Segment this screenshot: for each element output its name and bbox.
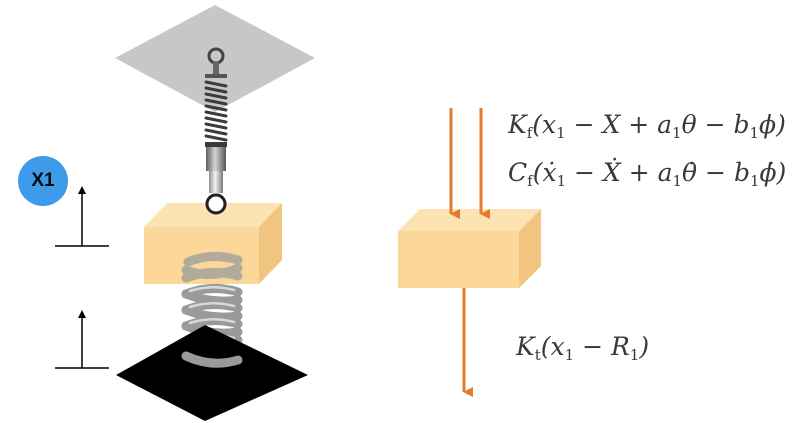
- damping-force-equation: Cf(ẋ1 − Ẋ + a1θ̇ − b1ϕ̇): [508, 158, 787, 190]
- free-body-block: [398, 209, 541, 288]
- coil-spring-base: [181, 351, 243, 368]
- displacement-indicator-body: [55, 186, 109, 247]
- x1-badge: X1: [18, 156, 68, 206]
- arrow-up-icon: [78, 186, 86, 194]
- ceiling-plate: [115, 5, 315, 112]
- arrow-up-icon: [78, 310, 86, 318]
- displacement-indicator-road: [55, 310, 109, 369]
- tire-force-equation: Kt(x1 − R1): [516, 332, 650, 364]
- shock-mount-eye: [205, 193, 227, 215]
- ground-plate: [116, 325, 308, 421]
- stiffness-force-equation: Kf(x1 − X + a1θ − b1ϕ): [508, 110, 786, 142]
